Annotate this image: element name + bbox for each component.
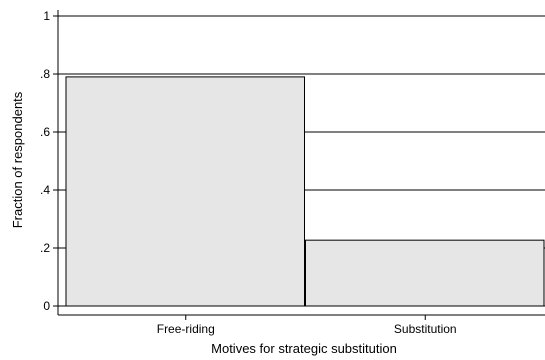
y-tick-label: .4: [40, 183, 50, 197]
bars: [65, 76, 545, 307]
axes: [57, 10, 545, 316]
x-axis-title: Motives for strategic substitution: [211, 341, 397, 356]
y-tick-label: .6: [40, 125, 50, 139]
bar-free-riding: [65, 76, 305, 307]
y-tick-label: .2: [40, 241, 50, 255]
bar-substitution: [305, 239, 545, 307]
x-ticks: Free-riding Substitution: [157, 315, 457, 336]
y-tick-label: 0: [43, 299, 50, 313]
y-axis-title: Fraction of respondents: [10, 91, 25, 228]
y-tick-label: 1: [43, 9, 50, 23]
y-ticks: 0 .2 .4 .6 .8 1: [40, 9, 58, 313]
x-tick-label: Free-riding: [157, 322, 215, 336]
y-tick-label: .8: [40, 67, 50, 81]
x-tick-label: Substitution: [394, 322, 457, 336]
